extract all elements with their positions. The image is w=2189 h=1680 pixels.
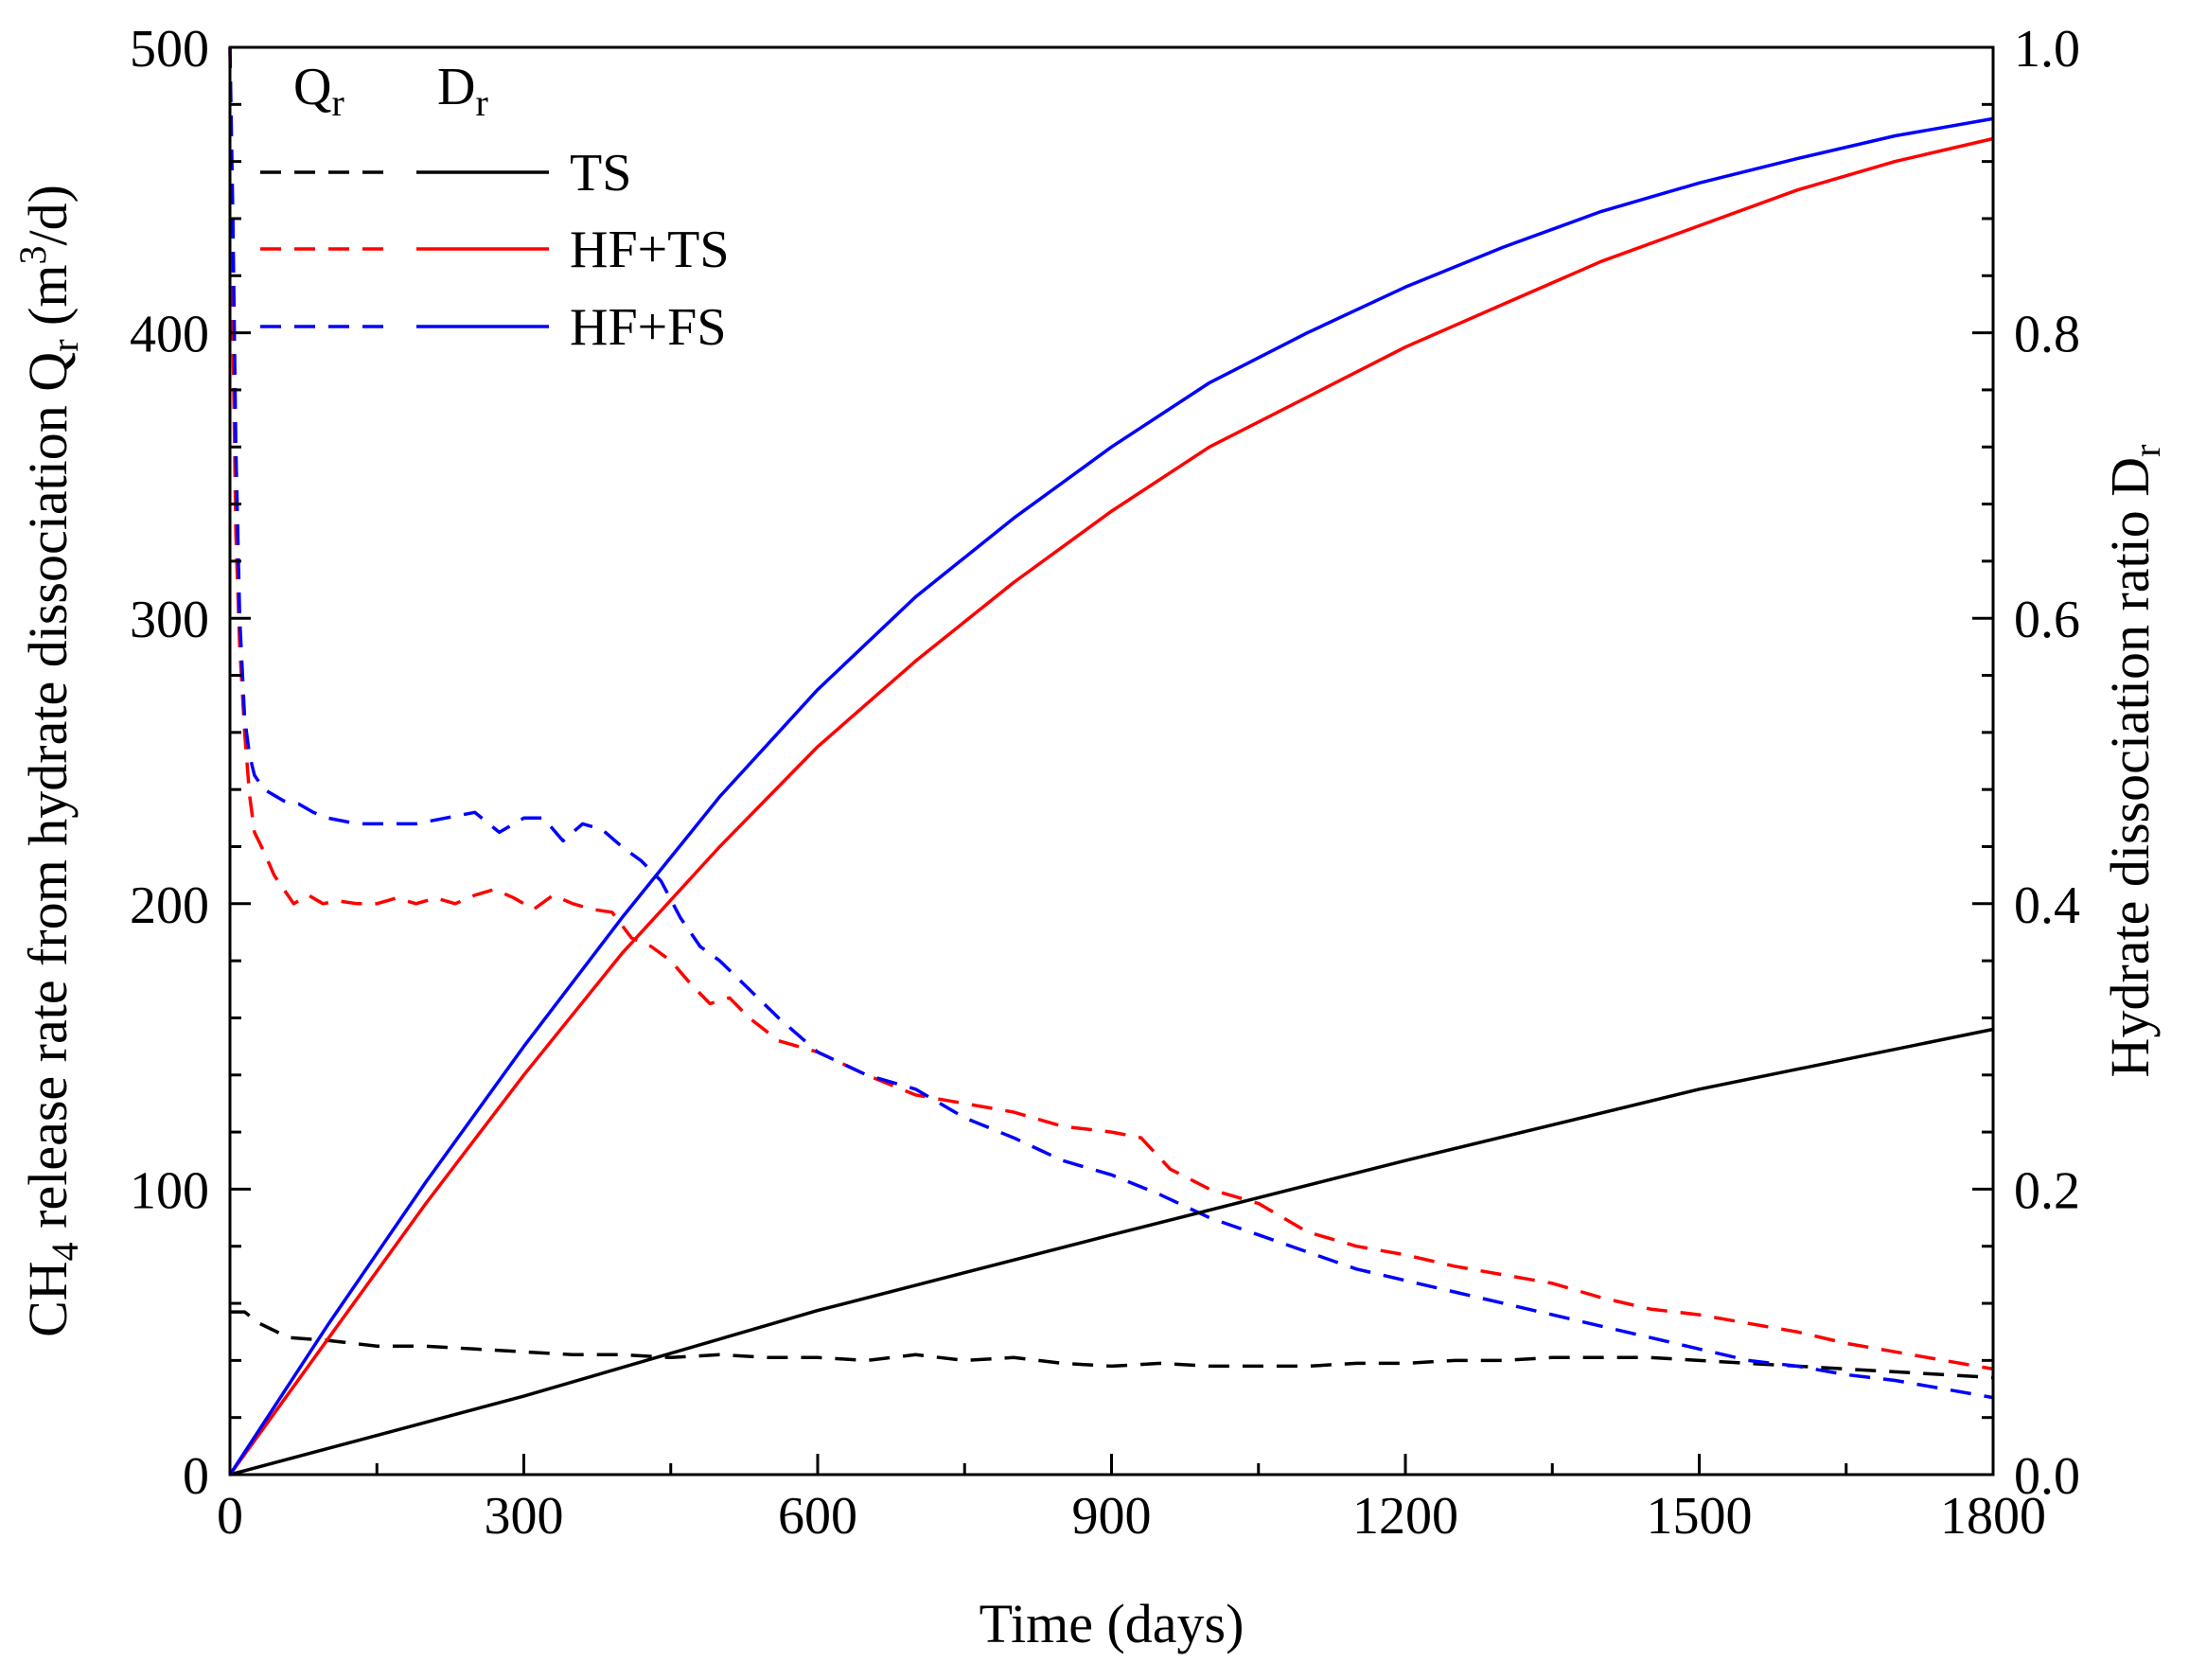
x-tick-label: 300 (485, 1487, 564, 1546)
y-axis-title: CH4 release rate from hydrate dissociati… (11, 185, 86, 1337)
y2-tick-label: 1.0 (2014, 20, 2080, 79)
y2-tick-label: 0.6 (2014, 591, 2080, 649)
legend-label: TS (570, 144, 631, 203)
series-qr-ts (230, 1310, 1994, 1380)
y2-axis-title: Hydrate dissociation ratio Dr (2099, 445, 2168, 1078)
y-tick-label: 100 (130, 1161, 209, 1220)
y-tick-label: 400 (130, 306, 209, 364)
y2-tick-label: 0.0 (2014, 1447, 2080, 1506)
y2-tick-label: 0.4 (2014, 876, 2080, 935)
legend-entries: TS HF+TS HF+FS (260, 144, 730, 357)
y-tick-label: 0 (183, 1447, 209, 1506)
x-tick-label: 0 (217, 1487, 243, 1546)
series-qr-hf-fs (228, 46, 1994, 1400)
y2-tick-label: 0.8 (2014, 306, 2080, 364)
series-dr-hf-fs (228, 116, 1994, 1476)
legend-label: HF+TS (570, 221, 730, 279)
plot-frame (228, 45, 1995, 1477)
series-layer (228, 46, 1994, 1477)
x-tick-label: 1800 (1940, 1487, 2046, 1546)
legend-header-q: Qr (293, 58, 344, 124)
x-tick-label: 1500 (1647, 1487, 1753, 1546)
series-dr-ts (229, 1027, 1994, 1477)
y-tick-label: 300 (130, 591, 209, 649)
x-tick-label: 900 (1072, 1487, 1152, 1546)
legend-header-d: Dr (437, 58, 488, 124)
legend-label: HF+FS (570, 298, 726, 357)
y-tick-label: 200 (130, 876, 209, 935)
y2-tick-label: 0.2 (2014, 1161, 2080, 1220)
x-axis-title: Time (days) (980, 1593, 1245, 1654)
x-tick-label: 1200 (1352, 1487, 1458, 1546)
y-tick-label: 500 (130, 20, 209, 79)
x-tick-label: 600 (778, 1487, 857, 1546)
legend: Qr Dr TS HF+TS HF+FS (260, 58, 730, 357)
series-dr-hf-ts (228, 136, 1994, 1477)
series-qr-hf-ts (228, 46, 1994, 1371)
ticks-layer: 0 300 600 900 1200 1500 1800 0 100 200 300 400 500 0.… (130, 20, 2080, 1546)
